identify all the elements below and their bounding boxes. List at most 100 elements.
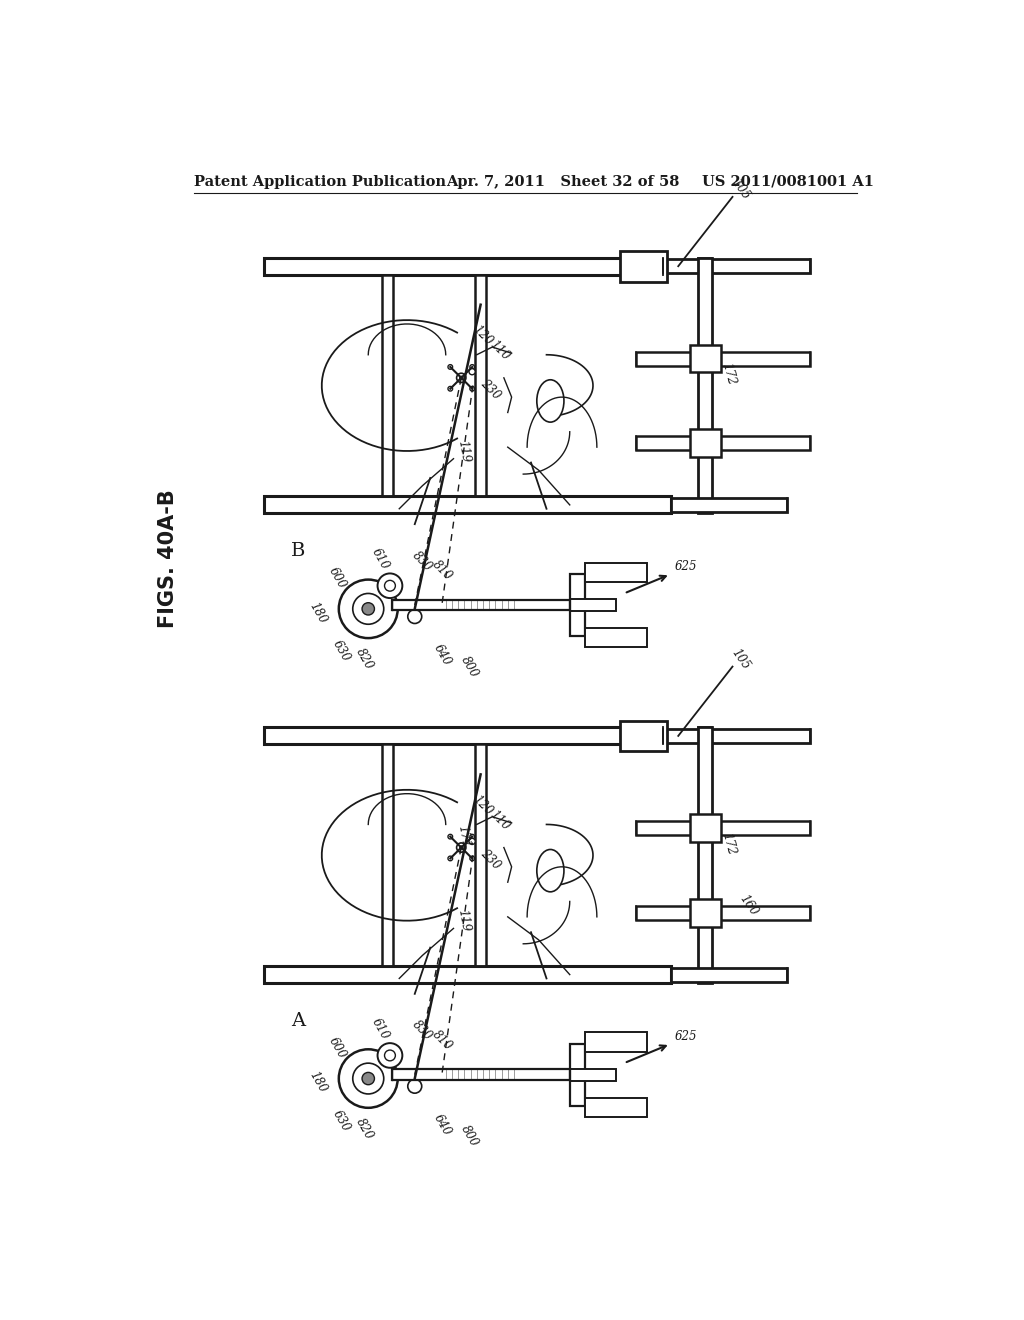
Circle shape [470,834,474,840]
Bar [391,599,569,610]
Bar [569,1069,616,1081]
Text: US 2011/0081001 A1: US 2011/0081001 A1 [701,174,873,189]
Circle shape [457,374,466,383]
Circle shape [362,1072,375,1085]
Ellipse shape [537,380,564,422]
Bar [586,1032,647,1052]
Bar [391,1069,569,1080]
Bar [263,966,671,983]
Bar [382,275,393,496]
Text: 820: 820 [353,1115,376,1142]
Bar [690,814,721,842]
Bar [636,906,810,920]
Text: A: A [292,1012,305,1030]
Text: 171: 171 [456,824,472,849]
Text: 630: 630 [330,638,352,664]
Text: 625: 625 [675,560,697,573]
Circle shape [385,581,395,591]
Bar [569,1044,586,1106]
Text: 180: 180 [306,1069,329,1096]
Text: 800: 800 [458,653,480,680]
Bar [586,1098,647,1117]
Circle shape [470,387,474,391]
Text: 120: 120 [470,323,496,348]
Circle shape [469,368,475,375]
Circle shape [470,364,474,370]
Bar [636,351,810,366]
Bar [636,821,810,836]
Text: 640: 640 [431,642,454,668]
Text: 800: 800 [458,1123,480,1150]
Text: 830: 830 [410,549,435,574]
Bar [475,275,486,496]
Circle shape [469,838,475,845]
Circle shape [339,1049,397,1107]
Text: 625: 625 [675,1030,697,1043]
Circle shape [385,1051,395,1061]
Circle shape [457,843,466,853]
Bar [698,257,713,513]
Bar [263,257,663,275]
Text: 172: 172 [720,832,738,857]
Bar [663,729,810,743]
Circle shape [352,1063,384,1094]
Text: 810: 810 [429,558,455,583]
Bar [690,899,721,927]
Text: 120: 120 [470,792,496,818]
Bar [475,744,486,966]
Text: 172: 172 [720,362,738,387]
Circle shape [362,603,375,615]
Text: Apr. 7, 2011   Sheet 32 of 58: Apr. 7, 2011 Sheet 32 of 58 [445,174,679,189]
Circle shape [378,1043,402,1068]
Bar [382,744,393,966]
Text: 119: 119 [456,438,472,463]
Text: 119: 119 [456,908,472,933]
Bar [263,496,671,513]
Text: 180: 180 [306,599,329,626]
Circle shape [408,610,422,623]
Circle shape [460,846,463,850]
Text: Patent Application Publication: Patent Application Publication [194,174,445,189]
Text: 230: 230 [478,846,503,871]
Text: 110: 110 [487,808,513,833]
Text: 160: 160 [736,892,760,919]
Bar [671,498,786,512]
Text: 630: 630 [330,1107,352,1134]
Circle shape [378,573,402,598]
Text: 640: 640 [431,1111,454,1138]
Text: 600: 600 [326,565,348,591]
Circle shape [447,834,453,840]
Text: 230: 230 [478,376,503,403]
Circle shape [408,1080,422,1093]
Text: 110: 110 [487,338,513,363]
Text: 105: 105 [728,645,752,672]
Text: 600: 600 [326,1035,348,1061]
Bar [698,727,713,983]
Bar [690,345,721,372]
Bar [621,721,667,751]
Text: 610: 610 [369,1015,391,1041]
Circle shape [447,364,453,370]
Circle shape [447,387,453,391]
Bar [586,562,647,582]
Circle shape [447,857,453,861]
Circle shape [460,376,463,380]
Bar [671,968,786,982]
Bar [569,599,616,611]
Bar [690,429,721,457]
Text: 820: 820 [353,645,376,672]
Bar [586,628,647,647]
Text: 810: 810 [429,1027,455,1052]
Bar [636,437,810,450]
Text: B: B [291,543,306,560]
Circle shape [352,594,384,624]
Bar [621,251,667,281]
Bar [663,259,810,273]
Text: FIGS. 40A-B: FIGS. 40A-B [159,490,178,628]
Ellipse shape [537,850,564,892]
Circle shape [470,857,474,861]
Text: 610: 610 [369,545,391,572]
Circle shape [339,579,397,638]
Bar [263,727,663,744]
Text: 830: 830 [410,1018,435,1043]
